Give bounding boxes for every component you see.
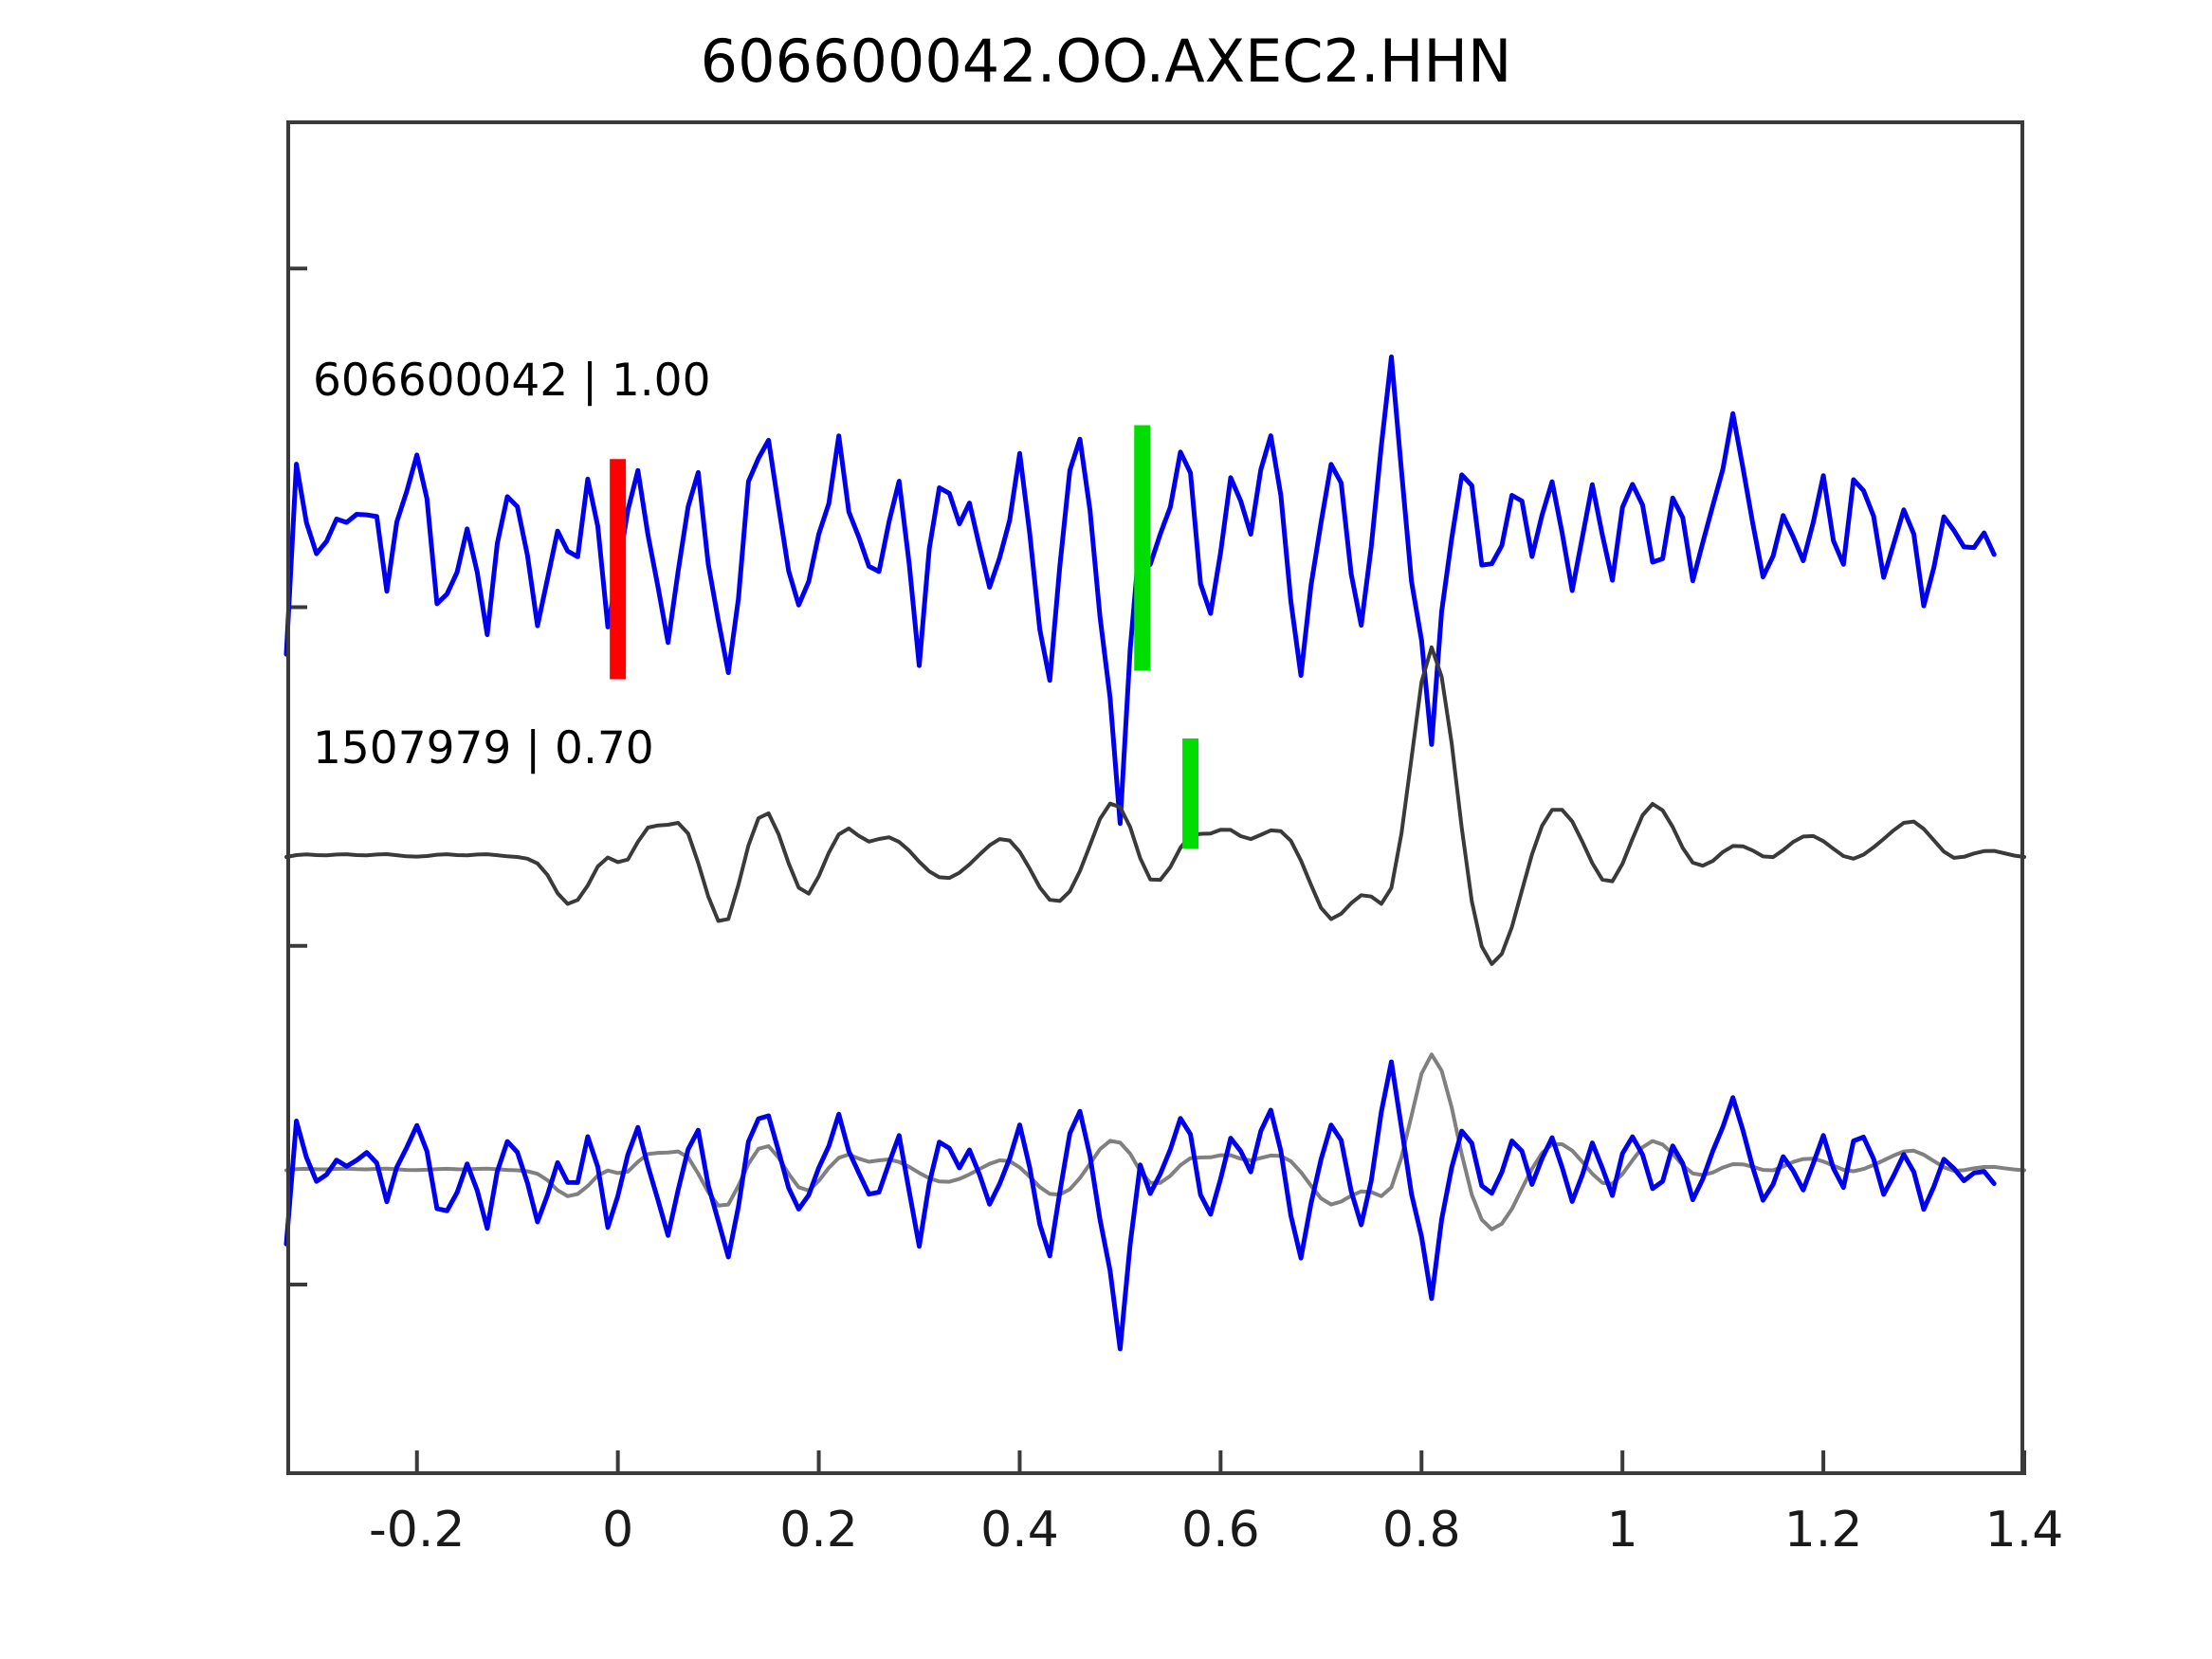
x-tick-label-0: -0.2: [369, 1502, 466, 1559]
trace-1-annotation: 606600042 | 1.00: [313, 355, 711, 407]
plot-frame-border: [286, 120, 2024, 1475]
waveform-template: [284, 645, 2026, 966]
x-tick-label-1: 0: [602, 1502, 634, 1559]
trace-2-annotation: 1507979 | 0.70: [313, 722, 654, 775]
x-tick-label-3: 0.4: [980, 1502, 1059, 1559]
page-title: 606600042.OO.AXEC2.HHN: [700, 27, 1512, 96]
x-tick-label-4: 0.6: [1181, 1502, 1260, 1559]
x-tick-label-6: 1: [1606, 1502, 1638, 1559]
waveform-overlay-detection: [283, 1059, 1997, 1352]
x-tick-label-8: 1.4: [1984, 1502, 2064, 1559]
x-tick-label-2: 0.2: [779, 1502, 858, 1559]
x-tick-label-5: 0.8: [1381, 1502, 1461, 1559]
x-tick-label-7: 1.2: [1783, 1502, 1863, 1559]
